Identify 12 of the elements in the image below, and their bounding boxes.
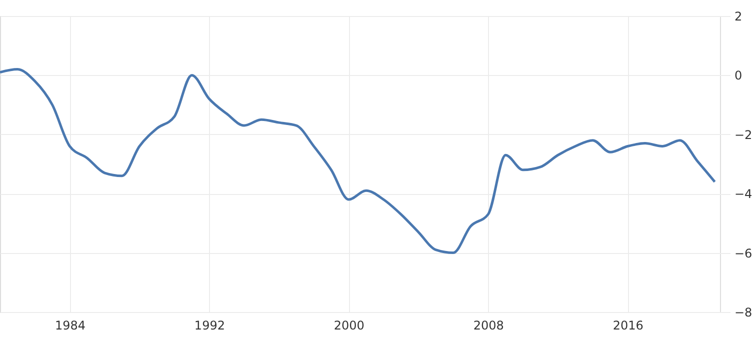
x-tick-label: 1992 [194, 318, 225, 332]
y-tick-label: −2 [734, 128, 752, 142]
x-tick-label: 2008 [473, 318, 504, 332]
x-tick-label: 2000 [334, 318, 364, 332]
line-series [0, 68, 716, 254]
y-tick-label: 2 [734, 10, 742, 24]
y-tick-label: −4 [734, 187, 752, 202]
y-tick-label: −8 [734, 306, 752, 320]
x-tick-label: 1984 [54, 318, 86, 332]
y-tick-label: 0 [734, 68, 742, 83]
x-tick-label: 2016 [612, 318, 644, 332]
y-tick-label: −6 [734, 246, 752, 260]
